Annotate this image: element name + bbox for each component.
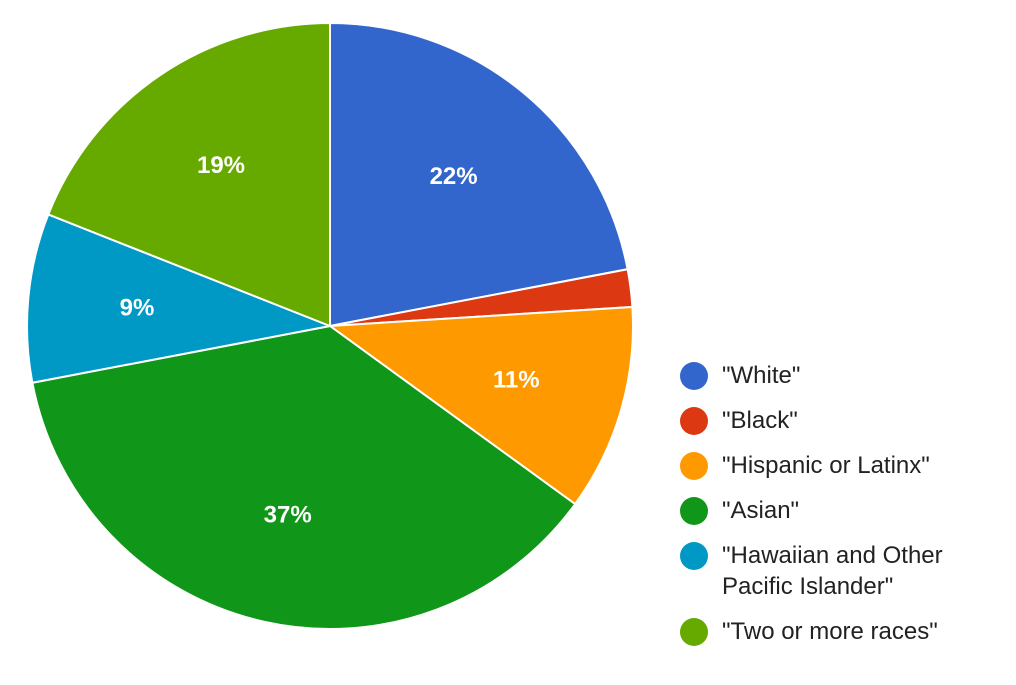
slice-label-4: 9% bbox=[120, 294, 155, 321]
legend-label-4: "Hawaiian and Other Pacific Islander" bbox=[722, 542, 943, 600]
slice-label-5: 19% bbox=[197, 152, 245, 179]
slice-label-0: 22% bbox=[430, 163, 478, 190]
slice-label-2: 11% bbox=[493, 367, 540, 394]
pie-slice-2 bbox=[327, 305, 634, 506]
legend-swatch-1 bbox=[680, 407, 708, 435]
legend-label-1: "Black" bbox=[722, 407, 798, 434]
legend-swatch-5 bbox=[680, 618, 708, 646]
legend-label-3: "Asian" bbox=[722, 497, 800, 524]
pie-slice-5 bbox=[46, 21, 331, 328]
legend-item-4: "Hawaiian and Other Pacific Islander" bbox=[680, 540, 1010, 602]
pie-slices bbox=[26, 21, 634, 630]
legend-item-3: "Asian" bbox=[680, 495, 1010, 526]
legend: "White" "Black" "Hispanic or Latinx" "Asian… bbox=[680, 360, 1010, 661]
legend-swatch-2 bbox=[680, 452, 708, 480]
pie-slice-0 bbox=[329, 21, 629, 328]
legend-label-2: "Hispanic or Latinx" bbox=[722, 452, 930, 479]
pie-slice-3 bbox=[31, 324, 577, 630]
slice-label-3: 37% bbox=[264, 502, 312, 529]
legend-item-0: "White" bbox=[680, 360, 1010, 391]
pie-slice-4 bbox=[26, 213, 334, 384]
legend-item-1: "Black" bbox=[680, 405, 1010, 436]
legend-item-2: "Hispanic or Latinx" bbox=[680, 450, 1010, 481]
legend-swatch-3 bbox=[680, 497, 708, 525]
legend-swatch-4 bbox=[680, 542, 708, 570]
legend-swatch-0 bbox=[680, 362, 708, 390]
pie-labels: 22% 11% 37% 9% 19% bbox=[120, 152, 540, 529]
legend-label-0: "White" bbox=[722, 362, 801, 389]
legend-label-5: "Two or more races" bbox=[722, 618, 938, 645]
legend-item-5: "Two or more races" bbox=[680, 616, 1010, 647]
